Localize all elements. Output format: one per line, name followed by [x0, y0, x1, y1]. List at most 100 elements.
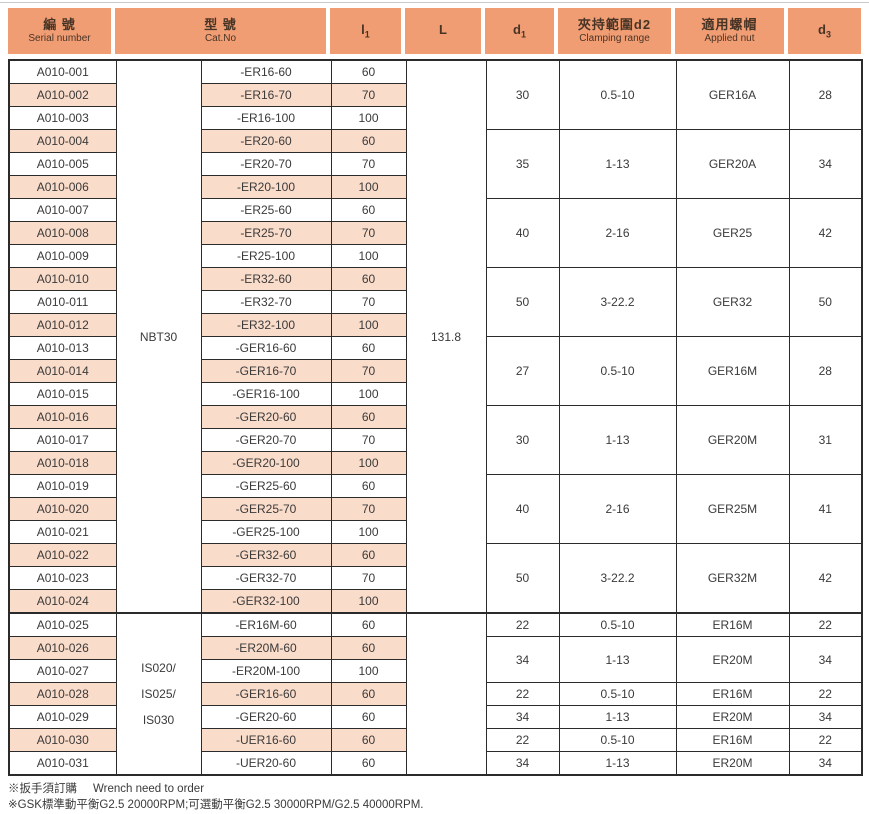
d2-cell: 0.5-10 [558, 728, 677, 752]
d2-cell: 3-22.2 [558, 543, 677, 614]
model-cell: -GER25-100 [200, 520, 332, 544]
serial-cell: A010-015 [8, 382, 117, 406]
model-cell: -GER16-100 [200, 382, 332, 406]
header-serial-number: 編 號 Serial number [8, 8, 115, 54]
table-row: A010-006 -ER20-100 100 [8, 175, 862, 199]
footnote-balance: ※GSK標準動平衡G2.5 20000RPM;可選動平衡G2.5 30000RP… [8, 797, 861, 813]
serial-cell: A010-012 [8, 313, 117, 337]
serial-cell: A010-017 [8, 428, 117, 452]
model-cell: -ER20M-100 [200, 659, 332, 683]
d1-cell: 22 [485, 612, 560, 637]
header-clamping-range: 夾持範圍d2 Clamping range [558, 8, 675, 54]
group-cell: IS020/IS025/IS030 [115, 612, 202, 776]
l1-cell: 70 [330, 359, 407, 383]
d3-cell: 42 [788, 198, 863, 268]
d2-cell: 1-13 [558, 751, 677, 776]
d2-cell: 3-22.2 [558, 267, 677, 337]
model-cell: -ER20M-60 [200, 636, 332, 660]
nut-cell: GER20M [675, 405, 790, 475]
d3-cell: 34 [788, 751, 863, 776]
l1-cell: 60 [330, 728, 407, 752]
d1-cell: 30 [485, 59, 560, 130]
table-row: A010-020 -GER25-70 70 [8, 497, 862, 521]
table-row: A010-023 -GER32-70 70 [8, 566, 862, 590]
nut-cell: GER32 [675, 267, 790, 337]
footnote-wrench-en: Wrench need to order [93, 783, 205, 795]
serial-cell: A010-004 [8, 129, 117, 153]
table-row: A010-001 NBT30 -ER16-60 60 131.8 30 0.5-10 GER1… [8, 59, 863, 614]
nut-cell: GER25M [675, 474, 790, 544]
table-row: A010-019 -GER25-60 60 40 2-16 GER25M 41 [8, 474, 863, 544]
model-cell: -ER20-60 [200, 129, 332, 153]
l1-cell: 60 [330, 705, 407, 729]
serial-cell: A010-001 [8, 59, 117, 84]
l1-cell: 100 [330, 175, 407, 199]
table-row: A010-009 -ER25-100 100 [8, 244, 862, 268]
d2-cell: 1-13 [558, 705, 677, 729]
footnote-balance-zh: ※GSK標準動平衡G2.5 20000RPM;可選動平衡G2.5 30000RP… [8, 799, 424, 811]
serial-cell: A010-018 [8, 451, 117, 475]
model-cell: -ER25-60 [200, 198, 332, 222]
header-l1: l1 [330, 8, 405, 54]
l1-cell: 60 [330, 751, 407, 776]
l1-cell: 60 [330, 636, 407, 660]
table-row: A010-021 -GER25-100 100 [8, 520, 862, 544]
table-row: A010-030 -UER16-60 60 22 0.5-10 ER16M 22 [8, 728, 863, 752]
l1-cell: 60 [330, 59, 407, 84]
header-L: L [405, 8, 485, 54]
l1-cell: 70 [330, 83, 407, 107]
d1-cell: 50 [485, 543, 560, 614]
d1-cell: 34 [485, 705, 560, 729]
d1-cell: 30 [485, 405, 560, 475]
d3-cell: 50 [788, 267, 863, 337]
l1-cell: 60 [330, 267, 407, 291]
header-d1-symbol: d1 [513, 22, 526, 40]
d3-cell: 34 [788, 705, 863, 729]
table-row: A010-013 -GER16-60 60 27 0.5-10 GER16M 28 [8, 336, 863, 406]
header-applied-nut: 適用螺帽 Applied nut [675, 8, 788, 54]
d2-cell: 1-13 [558, 129, 677, 199]
serial-cell: A010-030 [8, 728, 117, 752]
table-row: A010-007 -ER25-60 60 40 2-16 GER25 42 [8, 198, 863, 268]
table-row: A010-012 -ER32-100 100 [8, 313, 862, 337]
l1-cell: 100 [330, 589, 407, 614]
nut-cell: ER16M [675, 612, 790, 637]
spec-table: A010-001 NBT30 -ER16-60 60 131.8 30 0.5-10 GER1… [8, 59, 863, 776]
l1-cell: 70 [330, 497, 407, 521]
serial-cell: A010-025 [8, 612, 117, 637]
L-cell [405, 612, 487, 776]
serial-cell: A010-006 [8, 175, 117, 199]
l1-cell: 100 [330, 313, 407, 337]
serial-cell: A010-026 [8, 636, 117, 660]
model-cell: -ER16-70 [200, 83, 332, 107]
l1-cell: 100 [330, 520, 407, 544]
d1-cell: 35 [485, 129, 560, 199]
serial-cell: A010-011 [8, 290, 117, 314]
table-row: A010-004 -ER20-60 60 35 1-13 GER20A 34 [8, 129, 863, 199]
serial-cell: A010-007 [8, 198, 117, 222]
model-cell: -ER32-100 [200, 313, 332, 337]
header-d3: d3 [788, 8, 861, 54]
footnote-wrench-zh: ※扳手須訂購 [8, 783, 77, 795]
d2-cell: 1-13 [558, 405, 677, 475]
model-cell: -GER25-70 [200, 497, 332, 521]
serial-cell: A010-009 [8, 244, 117, 268]
serial-cell: A010-008 [8, 221, 117, 245]
d3-cell: 41 [788, 474, 863, 544]
serial-cell: A010-029 [8, 705, 117, 729]
model-cell: -GER32-100 [200, 589, 332, 614]
header-nut-en: Applied nut [704, 33, 755, 44]
model-cell: -ER25-70 [200, 221, 332, 245]
d3-cell: 22 [788, 682, 863, 706]
catalog-sheet: 編 號 Serial number 型 號 Cat.No l1 L d1 夾持範… [8, 8, 863, 813]
l1-cell: 100 [330, 451, 407, 475]
serial-cell: A010-022 [8, 543, 117, 567]
d1-cell: 34 [485, 636, 560, 683]
table-row: A010-008 -ER25-70 70 [8, 221, 862, 245]
header-cat-no: 型 號 Cat.No [115, 8, 330, 54]
table-row: A010-024 -GER32-100 100 [8, 589, 862, 614]
nut-cell: GER25 [675, 198, 790, 268]
serial-cell: A010-027 [8, 659, 117, 683]
serial-cell: A010-016 [8, 405, 117, 429]
d1-cell: 22 [485, 728, 560, 752]
